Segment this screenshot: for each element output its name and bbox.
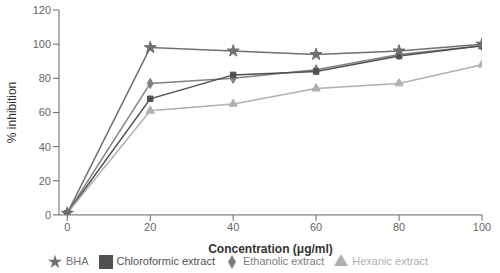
- html-text:Ethanolic extract: Ethanolic extract: [243, 254, 325, 267]
- svg-text:100: 100: [473, 221, 491, 233]
- svg-text:80: 80: [393, 221, 405, 233]
- svg-text:40: 40: [227, 221, 239, 233]
- html-text:Hexanic extract: Hexanic extract: [352, 254, 429, 267]
- svg-text:60: 60: [310, 221, 322, 233]
- html-text:Chloroformic extract: Chloroformic extract: [116, 254, 215, 267]
- html-text:BHA: BHA: [65, 254, 89, 267]
- svg-text:20: 20: [39, 175, 51, 187]
- svg-text:20: 20: [144, 221, 156, 233]
- svg-text:0: 0: [64, 221, 70, 233]
- svg-text:40: 40: [39, 141, 51, 153]
- svg-text:120: 120: [33, 4, 51, 16]
- svg-text:% inhibition: % inhibition: [8, 82, 19, 143]
- svg-text:60: 60: [39, 106, 51, 118]
- svg-text:80: 80: [39, 72, 51, 84]
- svg-text:100: 100: [33, 38, 51, 50]
- svg-text:Concentration (μg/ml): Concentration (μg/ml): [208, 242, 333, 256]
- svg-text:0: 0: [45, 209, 51, 221]
